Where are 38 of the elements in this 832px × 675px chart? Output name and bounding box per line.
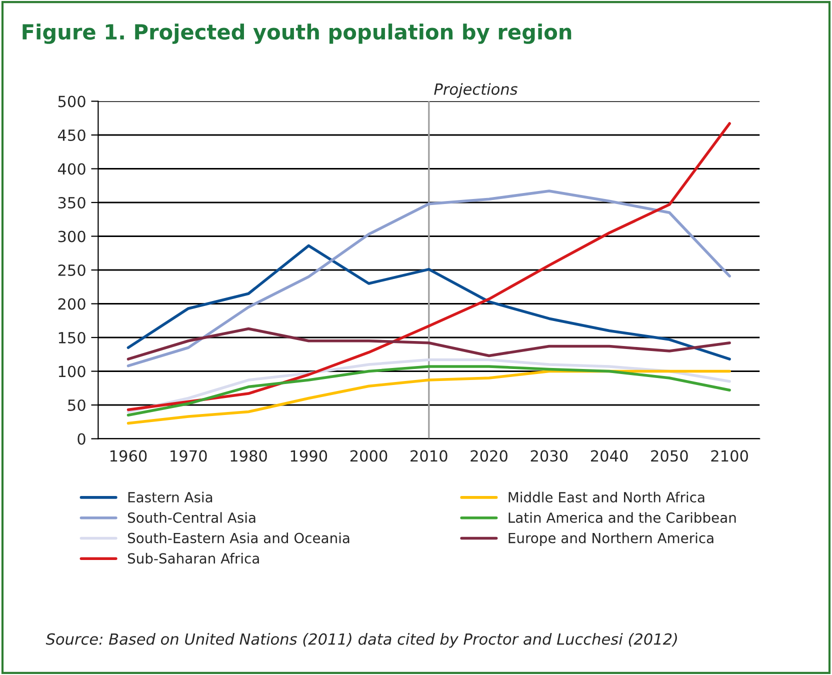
x-tick-label: 2020 xyxy=(470,450,508,462)
legend-label: Latin America and the Caribbean xyxy=(508,512,736,523)
legend-label: South-Eastern Asia and Oceania xyxy=(128,532,350,544)
y-tick-label: 500 xyxy=(58,96,86,108)
x-tick-label: 2030 xyxy=(530,450,568,462)
y-tick-label: 250 xyxy=(58,264,86,276)
legend-label: Europe and Northern America xyxy=(508,532,714,546)
x-tick-label: 2100 xyxy=(711,450,748,462)
y-tick-label: 350 xyxy=(58,196,86,209)
line-series xyxy=(126,365,731,417)
y-tick-label: 0 xyxy=(78,433,86,445)
y-tick-label: 400 xyxy=(58,163,86,175)
y-tick-label: 450 xyxy=(58,129,86,142)
line-series xyxy=(126,370,731,425)
chart-title: Figure 1. Projected youth population by region xyxy=(22,24,572,44)
x-tick-label: 1980 xyxy=(230,450,267,462)
y-tick-label: 100 xyxy=(58,366,86,378)
y-tick-label: 300 xyxy=(58,230,86,242)
legend-label: Middle East and North Africa xyxy=(508,492,704,502)
x-tick-label: 2010 xyxy=(410,450,448,462)
legend-label: Eastern Asia xyxy=(128,492,212,502)
line-series xyxy=(126,327,731,360)
x-tick-label: 2040 xyxy=(590,450,628,462)
line-series xyxy=(126,190,731,368)
ref-line-label: Projections xyxy=(434,83,518,98)
y-tick-label: 50 xyxy=(68,399,86,412)
line-series xyxy=(126,244,731,360)
legend-label: South-Central Asia xyxy=(128,512,256,523)
y-tick-label: 200 xyxy=(58,298,86,310)
x-tick-label: 2000 xyxy=(350,450,388,462)
line-series xyxy=(126,122,731,412)
y-tick-label: 150 xyxy=(58,332,86,344)
x-tick-label: 2050 xyxy=(651,450,688,462)
source-note: Source: Based on United Nations (2011) data cited by Proctor and Lucchesi (2012) xyxy=(46,633,677,648)
x-tick-label: 1990 xyxy=(290,450,328,462)
legend-label: Sub-Saharan Africa xyxy=(128,552,259,564)
x-tick-label: 1960 xyxy=(110,450,147,462)
x-tick-label: 1970 xyxy=(170,450,207,462)
